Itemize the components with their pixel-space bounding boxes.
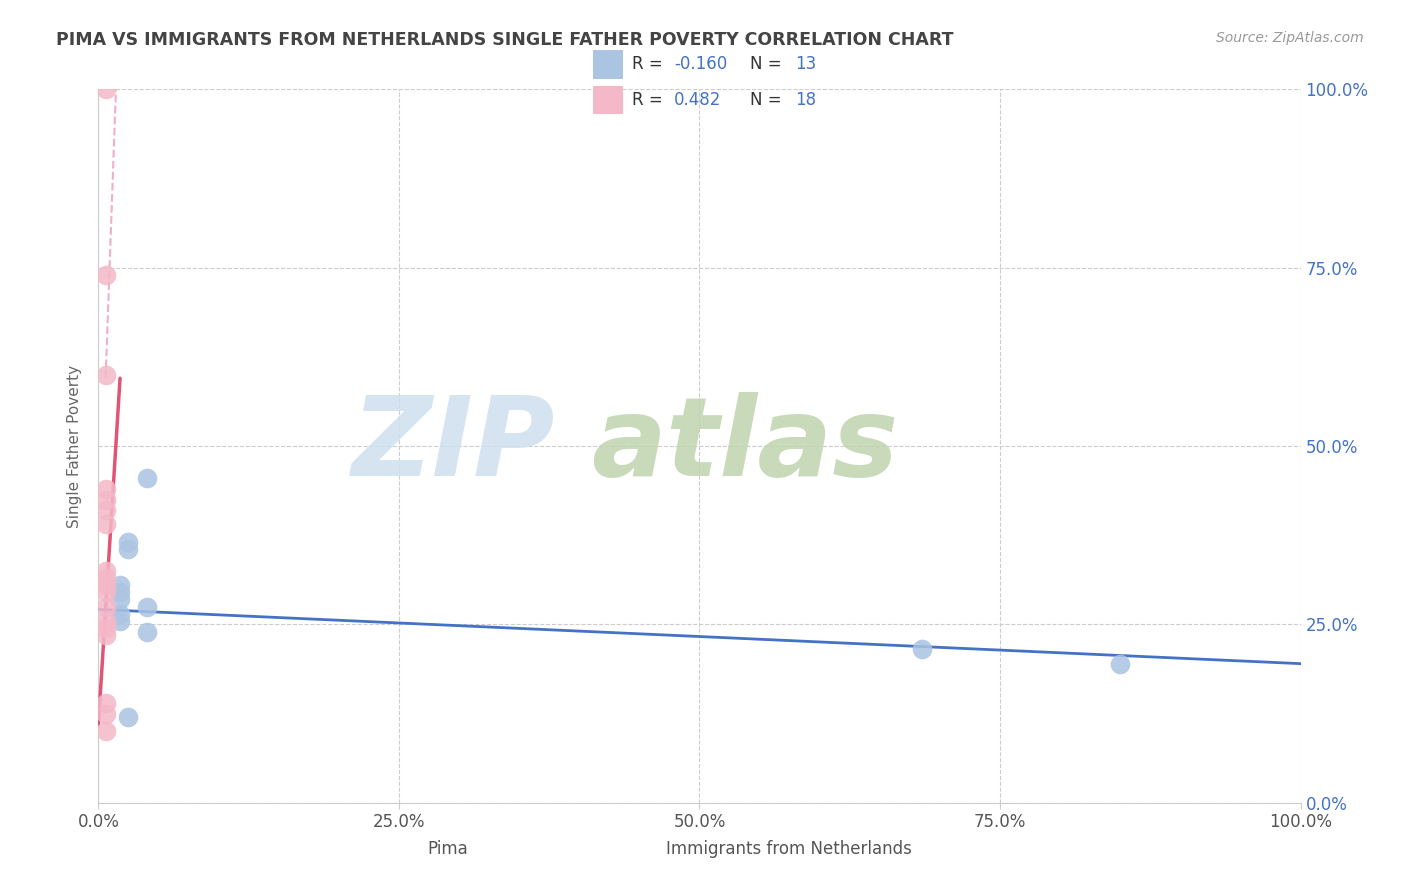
Point — [94, 571, 117, 585]
Text: Immigrants from Netherlands: Immigrants from Netherlands — [666, 840, 912, 858]
Point — [108, 614, 131, 628]
Point — [94, 503, 117, 517]
Y-axis label: Single Father Poverty: Single Father Poverty — [67, 365, 83, 527]
Point — [94, 614, 117, 628]
Point — [94, 517, 117, 532]
Point — [94, 564, 117, 578]
Text: -0.160: -0.160 — [675, 55, 727, 73]
Text: PIMA VS IMMIGRANTS FROM NETHERLANDS SINGLE FATHER POVERTY CORRELATION CHART: PIMA VS IMMIGRANTS FROM NETHERLANDS SING… — [56, 31, 953, 49]
Point — [911, 642, 934, 657]
FancyBboxPatch shape — [592, 50, 623, 78]
Point — [94, 628, 117, 642]
Point — [94, 706, 117, 721]
Point — [108, 607, 131, 621]
Point — [108, 592, 131, 607]
Text: 18: 18 — [796, 91, 817, 109]
FancyBboxPatch shape — [592, 86, 623, 114]
Point — [117, 535, 139, 549]
Text: R =: R = — [631, 55, 668, 73]
Point — [94, 578, 117, 592]
Point — [94, 696, 117, 710]
Point — [117, 710, 139, 724]
Text: Source: ZipAtlas.com: Source: ZipAtlas.com — [1216, 31, 1364, 45]
Text: Pima: Pima — [427, 840, 468, 858]
Point — [94, 599, 117, 614]
Point — [94, 585, 117, 599]
Point — [94, 724, 117, 739]
Point — [94, 368, 117, 382]
Point — [1109, 657, 1132, 671]
Point — [135, 471, 157, 485]
Point — [94, 82, 117, 96]
Point — [108, 578, 131, 592]
Text: N =: N = — [749, 55, 786, 73]
Point — [135, 624, 157, 639]
Point — [108, 585, 131, 599]
Text: ZIP: ZIP — [352, 392, 555, 500]
Point — [94, 492, 117, 507]
Text: 13: 13 — [796, 55, 817, 73]
Point — [94, 621, 117, 635]
Text: 0.482: 0.482 — [675, 91, 721, 109]
Text: N =: N = — [749, 91, 786, 109]
Text: atlas: atlas — [592, 392, 898, 500]
Point — [135, 599, 157, 614]
Point — [117, 542, 139, 557]
Text: R =: R = — [631, 91, 673, 109]
Point — [94, 268, 117, 282]
Point — [94, 482, 117, 496]
